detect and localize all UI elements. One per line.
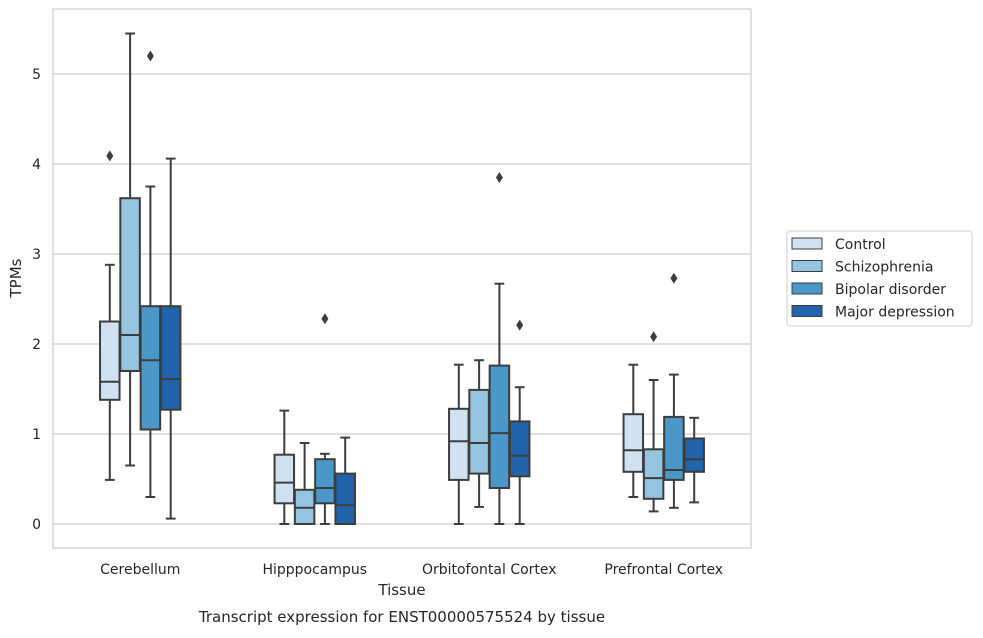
x-axis-label: Tissue	[377, 581, 425, 599]
box-iqr	[314, 458, 336, 505]
y-tick-label-2: 2	[32, 337, 41, 353]
box-iqr	[273, 453, 296, 505]
legend-label-1: Control	[835, 237, 886, 253]
box-outlier-1	[516, 319, 524, 331]
legend-swatch-2	[791, 260, 823, 272]
legend-swatch-3	[791, 282, 823, 295]
x-tick-labels: Cerebellum Hipppocampus Orbitofontal Corte…	[100, 562, 723, 578]
chart-caption: Transcript expression for ENST0000057552…	[198, 608, 605, 626]
box-2-2	[293, 442, 316, 525]
box-iqr	[334, 472, 356, 526]
box-1-4	[159, 157, 182, 520]
y-tick-label-1: 1	[32, 427, 41, 443]
box-3-1	[448, 363, 470, 525]
legend-swatch-1	[791, 237, 823, 250]
box-3-4	[508, 319, 531, 525]
box-iqr	[448, 407, 470, 481]
y-tick-label-4: 4	[32, 157, 41, 173]
box-2-1	[273, 409, 296, 525]
y-tick-label-3: 3	[32, 247, 41, 263]
box-1-2	[119, 32, 141, 467]
plot-area-border	[52, 8, 752, 549]
legend-label-4: Major depression	[835, 305, 955, 321]
box-1-1	[99, 150, 121, 481]
box-3-2	[468, 359, 490, 508]
x-tick-label-3: Orbitofontal Cortex	[422, 562, 557, 578]
box-iqr	[99, 320, 121, 401]
legend-swatch-4	[791, 305, 823, 317]
y-tick-label-0: 0	[32, 517, 41, 533]
box-outlier-1	[670, 272, 678, 284]
x-tick-label-4: Prefrontal Cortex	[604, 562, 723, 578]
y-tick-labels: 0 1 2 3 4 5	[32, 67, 41, 533]
box-iqr	[159, 305, 182, 411]
box-2-4	[334, 436, 356, 526]
box-3-3	[488, 172, 511, 525]
x-tick-label-2: Hipppocampus	[262, 562, 367, 578]
legend: Control Schizophrenia Bipolar disorder Majo…	[786, 230, 973, 327]
box-outlier-1	[321, 313, 329, 325]
box-groups	[99, 32, 705, 526]
box-outlier-1	[650, 331, 658, 343]
box-iqr	[642, 448, 665, 500]
box-2-3	[314, 313, 336, 525]
legend-label-3: Bipolar disorder	[835, 282, 946, 298]
box-iqr	[683, 437, 705, 473]
box-1-3	[139, 50, 162, 498]
box-iqr	[139, 305, 162, 431]
box-iqr	[119, 197, 141, 372]
y-axis-label: TPMs	[7, 258, 25, 298]
box-iqr	[622, 413, 645, 473]
legend-label-2: Schizophrenia	[835, 260, 933, 276]
box-4-4	[683, 416, 705, 504]
box-iqr	[488, 364, 511, 490]
box-4-1	[622, 363, 645, 498]
box-4-2	[642, 331, 665, 513]
box-outlier-1	[495, 172, 503, 183]
box-iqr	[468, 388, 490, 475]
legend-frame	[786, 230, 973, 327]
y-tick-label-5: 5	[32, 67, 41, 83]
x-tick-label-1: Cerebellum	[100, 562, 180, 578]
box-4-3	[663, 272, 685, 509]
box-iqr	[508, 420, 531, 478]
box-outlier-1	[106, 150, 114, 162]
box-outlier-1	[146, 50, 154, 62]
